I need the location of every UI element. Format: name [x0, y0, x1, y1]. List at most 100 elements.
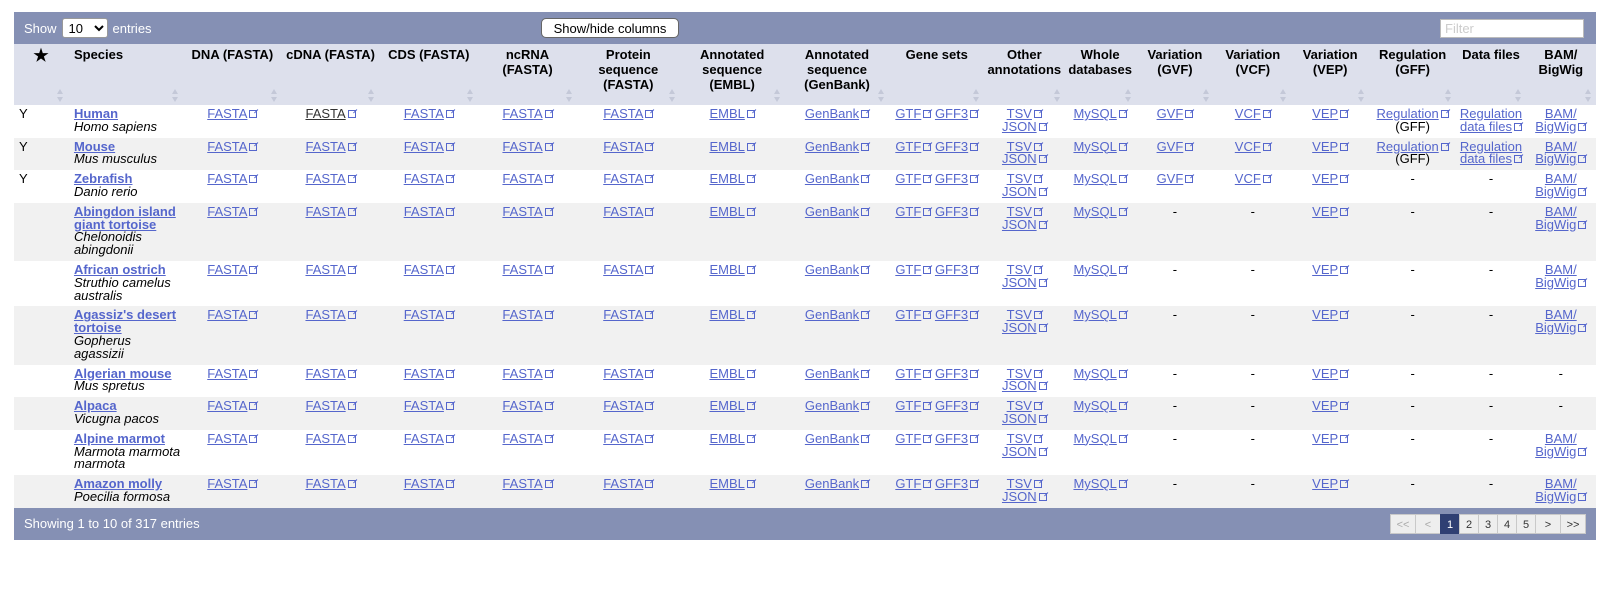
embl-link[interactable]: EMBL: [709, 476, 755, 491]
page-nav-button[interactable]: >>: [1560, 513, 1586, 534]
ncrna-fasta-link[interactable]: FASTA: [502, 366, 553, 381]
vep-link[interactable]: VEP: [1312, 139, 1349, 154]
tsv-link[interactable]: TSV: [1007, 307, 1042, 322]
dna-fasta-link[interactable]: FASTA: [207, 139, 258, 154]
species-link[interactable]: Amazon molly: [73, 476, 163, 492]
mysql-link[interactable]: MySQL: [1073, 307, 1127, 322]
dna-fasta-link[interactable]: FASTA: [207, 476, 258, 491]
gtf-link[interactable]: GTF: [895, 366, 932, 381]
vep-link[interactable]: VEP: [1312, 366, 1349, 381]
json-link[interactable]: JSON: [1002, 444, 1047, 459]
cdna-fasta-link[interactable]: FASTA: [305, 171, 356, 186]
column-header-protein[interactable]: Protein sequence (FASTA): [576, 44, 680, 105]
gff3-link[interactable]: GFF3: [935, 398, 979, 413]
vep-link[interactable]: VEP: [1312, 398, 1349, 413]
vcf-link[interactable]: VCF: [1235, 106, 1271, 121]
gtf-link[interactable]: GTF: [895, 398, 932, 413]
species-link[interactable]: Zebrafish: [73, 171, 133, 187]
vep-link[interactable]: VEP: [1312, 204, 1349, 219]
mysql-link[interactable]: MySQL: [1073, 106, 1127, 121]
bam-bigwig-link[interactable]: BAM/ BigWig: [1535, 476, 1587, 504]
json-link[interactable]: JSON: [1002, 119, 1047, 134]
genbank-link[interactable]: GenBank: [805, 139, 870, 154]
cds-fasta-link[interactable]: FASTA: [404, 262, 454, 277]
tsv-link[interactable]: TSV: [1007, 171, 1042, 186]
cdna-fasta-link[interactable]: FASTA: [305, 139, 356, 154]
cds-fasta-link[interactable]: FASTA: [404, 171, 454, 186]
dna-fasta-link[interactable]: FASTA: [207, 398, 258, 413]
page-button-1[interactable]: 1: [1440, 513, 1460, 534]
page-length-select[interactable]: 10: [61, 18, 108, 38]
page-nav-button[interactable]: <: [1415, 513, 1441, 534]
ncrna-fasta-link[interactable]: FASTA: [502, 139, 553, 154]
embl-link[interactable]: EMBL: [709, 106, 755, 121]
cds-fasta-link[interactable]: FASTA: [404, 431, 454, 446]
gtf-link[interactable]: GTF: [895, 307, 932, 322]
species-link[interactable]: Abingdon island giant tortoise: [73, 203, 176, 232]
bam-bigwig-link[interactable]: BAM/ BigWig: [1535, 262, 1587, 290]
ncrna-fasta-link[interactable]: FASTA: [502, 106, 553, 121]
ncrna-fasta-link[interactable]: FASTA: [502, 204, 553, 219]
column-header-reg[interactable]: Regulation (GFF): [1368, 44, 1457, 105]
vcf-link[interactable]: VCF: [1235, 139, 1271, 154]
column-header-fav[interactable]: ★: [14, 44, 68, 105]
cdna-fasta-link[interactable]: FASTA: [305, 262, 356, 277]
species-link[interactable]: Agassiz's desert tortoise: [73, 307, 177, 336]
genbank-link[interactable]: GenBank: [805, 262, 870, 277]
tsv-link[interactable]: TSV: [1007, 398, 1042, 413]
tsv-link[interactable]: TSV: [1007, 262, 1042, 277]
regulation-link[interactable]: Regulation: [1377, 139, 1449, 154]
page-button-4[interactable]: 4: [1497, 513, 1517, 534]
column-header-gvf[interactable]: Variation (GVF): [1135, 44, 1215, 105]
embl-link[interactable]: EMBL: [709, 139, 755, 154]
tsv-link[interactable]: TSV: [1007, 366, 1042, 381]
dna-fasta-link[interactable]: FASTA: [207, 262, 258, 277]
tsv-link[interactable]: TSV: [1007, 476, 1042, 491]
column-header-vcf[interactable]: Variation (VCF): [1214, 44, 1292, 105]
column-header-dna[interactable]: DNA (FASTA): [182, 44, 282, 105]
ncrna-fasta-link[interactable]: FASTA: [502, 431, 553, 446]
protein-fasta-link[interactable]: FASTA: [603, 171, 654, 186]
vep-link[interactable]: VEP: [1312, 431, 1349, 446]
gvf-link[interactable]: GVF: [1157, 106, 1194, 121]
cds-fasta-link[interactable]: FASTA: [404, 366, 454, 381]
regulation-data-files-link[interactable]: Regulation data files: [1460, 106, 1522, 134]
protein-fasta-link[interactable]: FASTA: [603, 262, 654, 277]
ncrna-fasta-link[interactable]: FASTA: [502, 307, 553, 322]
dna-fasta-link[interactable]: FASTA: [207, 366, 258, 381]
cdna-fasta-link[interactable]: FASTA: [305, 398, 356, 413]
gff3-link[interactable]: GFF3: [935, 204, 979, 219]
vcf-link[interactable]: VCF: [1235, 171, 1271, 186]
gff3-link[interactable]: GFF3: [935, 476, 979, 491]
dna-fasta-link[interactable]: FASTA: [207, 307, 258, 322]
mysql-link[interactable]: MySQL: [1073, 476, 1127, 491]
cdna-fasta-link[interactable]: FASTA: [305, 476, 356, 491]
mysql-link[interactable]: MySQL: [1073, 262, 1127, 277]
gtf-link[interactable]: GTF: [895, 262, 932, 277]
genbank-link[interactable]: GenBank: [805, 366, 870, 381]
embl-link[interactable]: EMBL: [709, 171, 755, 186]
dna-fasta-link[interactable]: FASTA: [207, 171, 258, 186]
dna-fasta-link[interactable]: FASTA: [207, 106, 258, 121]
regulation-data-files-link[interactable]: Regulation data files: [1460, 139, 1522, 167]
mysql-link[interactable]: MySQL: [1073, 139, 1127, 154]
gff3-link[interactable]: GFF3: [935, 171, 979, 186]
page-button-3[interactable]: 3: [1478, 513, 1498, 534]
protein-fasta-link[interactable]: FASTA: [603, 307, 654, 322]
cds-fasta-link[interactable]: FASTA: [404, 204, 454, 219]
species-link[interactable]: Alpine marmot: [73, 430, 165, 446]
species-link[interactable]: Human: [73, 106, 119, 121]
json-link[interactable]: JSON: [1002, 489, 1047, 504]
embl-link[interactable]: EMBL: [709, 366, 755, 381]
gvf-link[interactable]: GVF: [1157, 171, 1194, 186]
embl-link[interactable]: EMBL: [709, 204, 755, 219]
gtf-link[interactable]: GTF: [895, 106, 932, 121]
bam-bigwig-link[interactable]: BAM/ BigWig: [1535, 204, 1587, 232]
ncrna-fasta-link[interactable]: FASTA: [502, 171, 553, 186]
gtf-link[interactable]: GTF: [895, 431, 932, 446]
genbank-link[interactable]: GenBank: [805, 106, 870, 121]
protein-fasta-link[interactable]: FASTA: [603, 398, 654, 413]
cds-fasta-link[interactable]: FASTA: [404, 476, 454, 491]
protein-fasta-link[interactable]: FASTA: [603, 106, 654, 121]
species-link[interactable]: Alpaca: [73, 398, 117, 414]
